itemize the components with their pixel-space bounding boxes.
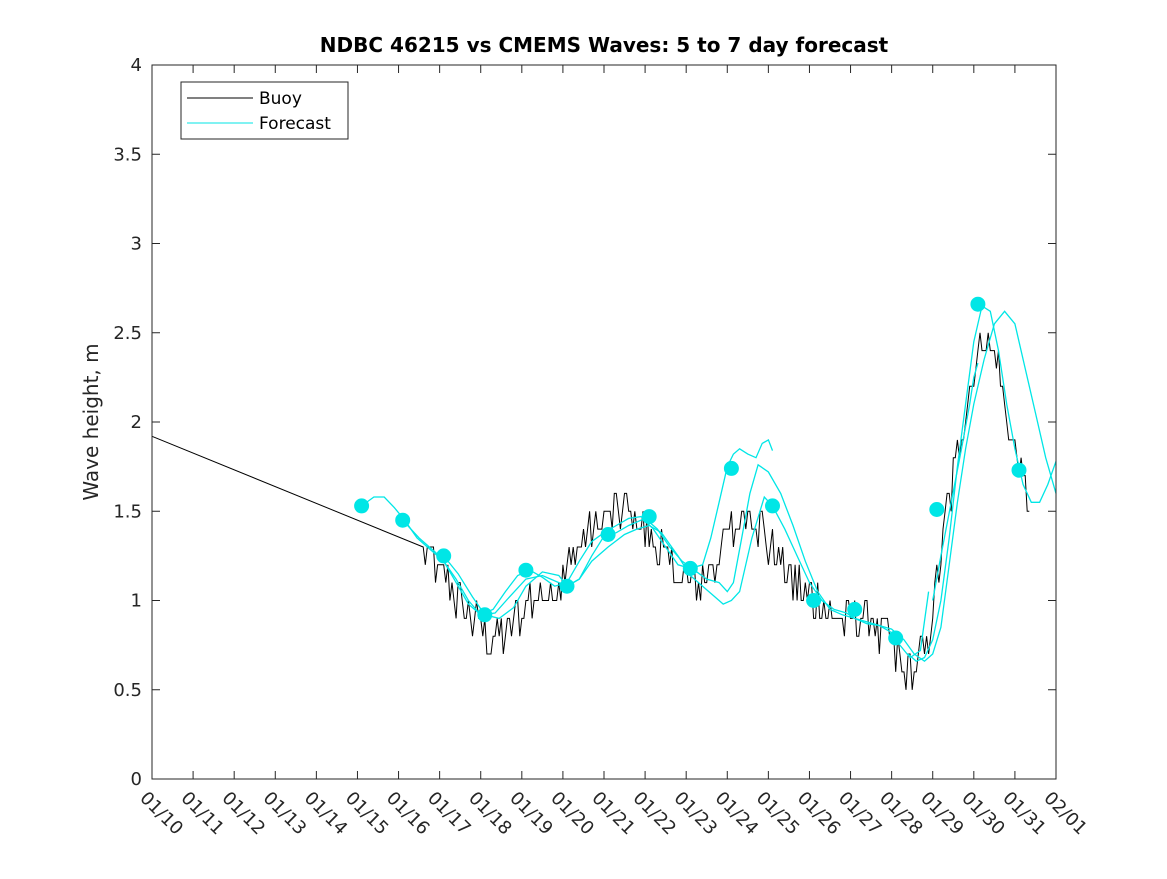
- forecast-line-1: [361, 438, 774, 616]
- plot-area: 00.511.522.533.5401/1001/1101/1201/1301/…: [113, 55, 1091, 839]
- y-tick-label: 1: [131, 591, 142, 612]
- forecast-point: [723, 460, 739, 476]
- legend-label-forecast: Forecast: [259, 114, 331, 134]
- y-tick-label: 2: [131, 412, 142, 433]
- forecast-point: [1011, 462, 1027, 478]
- forecast-point: [559, 578, 575, 594]
- y-tick-label: 1.5: [113, 501, 142, 522]
- forecast-point: [436, 548, 452, 564]
- y-tick-label: 3: [131, 234, 142, 255]
- forecast-point: [600, 527, 616, 542]
- y-tick-label: 2.5: [113, 323, 142, 344]
- y-tick-label: 0.5: [113, 680, 142, 701]
- forecast-point: [682, 560, 698, 576]
- legend-label-buoy: Buoy: [259, 89, 302, 109]
- forecast-point: [641, 509, 657, 525]
- forecast-line-5: [932, 362, 979, 601]
- forecast-point: [354, 498, 370, 514]
- chart-title: NDBC 46215 vs CMEMS Waves: 5 to 7 day fo…: [320, 33, 889, 57]
- buoy-line: [151, 332, 1030, 690]
- forecast-point: [806, 593, 822, 608]
- y-axis-label: Wave height, m: [79, 343, 103, 500]
- forecast-point: [929, 502, 945, 517]
- axes-frame: [151, 64, 1057, 780]
- y-tick-label: 3.5: [113, 144, 142, 165]
- y-tick-label: 4: [131, 55, 142, 76]
- plot-background: [152, 65, 1056, 779]
- forecast-point: [395, 512, 411, 528]
- forecast-point: [477, 607, 493, 623]
- forecast-point: [518, 562, 534, 578]
- y-tick-label: 0: [131, 769, 142, 790]
- legend-box: [180, 81, 349, 140]
- forecast-point: [970, 296, 986, 312]
- forecast-point: [765, 498, 780, 514]
- legend: Buoy Forecast: [180, 81, 349, 140]
- forecast-point: [888, 630, 904, 646]
- forecast-point: [847, 601, 863, 617]
